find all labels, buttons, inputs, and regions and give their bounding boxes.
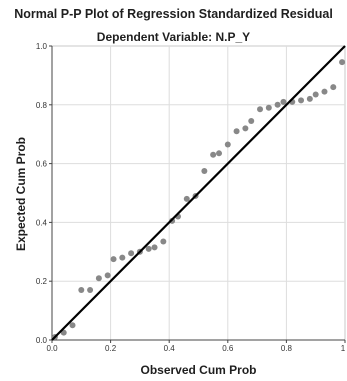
data-point [104, 272, 111, 279]
data-point [339, 59, 346, 66]
data-point [233, 128, 240, 135]
data-point [151, 244, 158, 251]
data-point [110, 256, 117, 263]
y-axis-label: Expected Cum Prob [14, 136, 28, 252]
data-point [95, 275, 102, 282]
data-point [298, 97, 305, 104]
data-point [312, 91, 319, 98]
x-axis-label: Observed Cum Prob [140, 363, 257, 377]
y-tick-label: 1.0 [36, 42, 48, 51]
chart-subtitle: Dependent Variable: N.P_Y [96, 30, 251, 44]
data-point [201, 167, 208, 174]
data-point [160, 238, 167, 245]
x-tick-label: 0.8 [281, 344, 293, 353]
data-point [216, 150, 223, 157]
data-point [183, 195, 190, 202]
data-point [145, 245, 152, 252]
y-tick-label: 0.2 [36, 277, 48, 286]
data-point [274, 101, 281, 108]
data-point [306, 95, 313, 102]
data-point [87, 287, 94, 294]
data-point [248, 117, 255, 124]
data-point [119, 254, 126, 261]
x-tick-label: 0.4 [164, 344, 176, 353]
reference-line [51, 45, 346, 341]
data-point [265, 104, 272, 111]
data-point [321, 88, 328, 95]
y-tick-label: 0.4 [36, 218, 48, 227]
y-tick-label: 0.6 [36, 160, 48, 169]
x-tick-label: 0.0 [46, 344, 58, 353]
data-point [128, 250, 135, 257]
data-point [242, 125, 249, 132]
data-point [257, 106, 264, 113]
chart-title: Normal P-P Plot of Regression Standardiz… [14, 7, 333, 21]
y-tick-label: 0.8 [36, 101, 48, 110]
data-point [69, 322, 76, 329]
x-tick-label: 1 [341, 344, 346, 353]
data-point [78, 287, 85, 294]
x-tick-label: 0.2 [105, 344, 117, 353]
y-tick-label: 0.0 [36, 336, 48, 345]
x-tick-label: 0.6 [222, 344, 234, 353]
data-point [210, 151, 217, 158]
data-point [330, 84, 337, 91]
data-point [224, 141, 231, 148]
data-point [280, 98, 287, 105]
